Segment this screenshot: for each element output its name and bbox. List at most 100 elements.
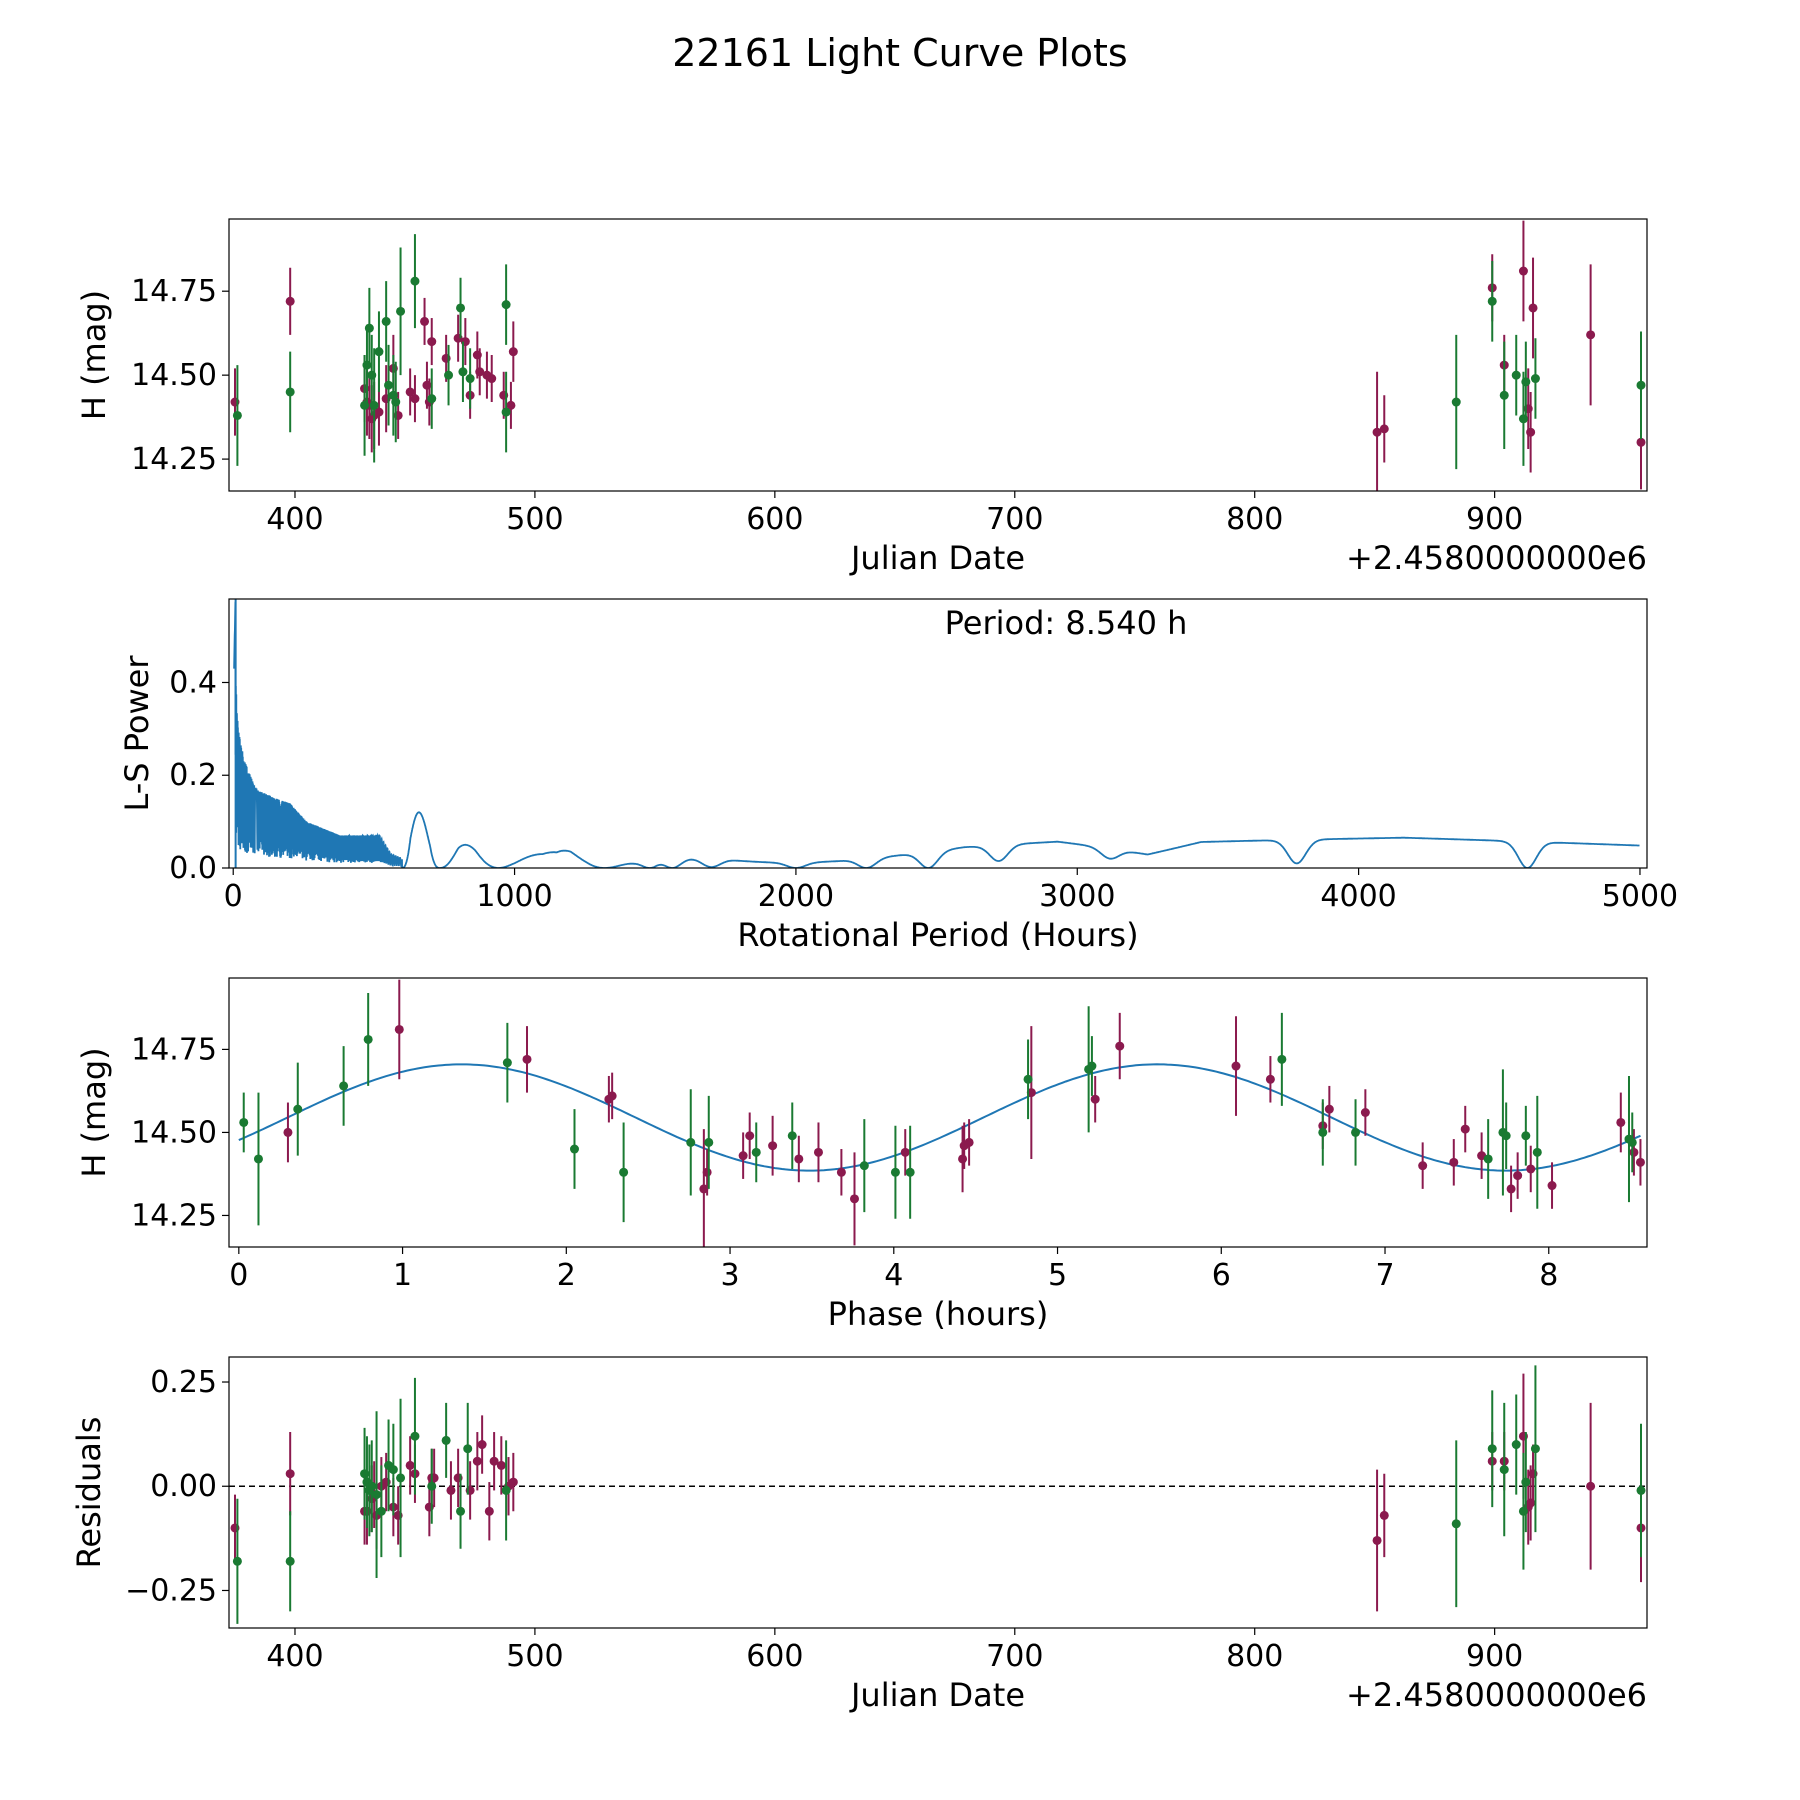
y-axis-label: H (mag) <box>75 1047 113 1177</box>
data-point <box>1518 266 1528 276</box>
y-tick-label: 14.75 <box>131 1032 217 1067</box>
y-tick-label: 14.50 <box>131 358 217 393</box>
data-point <box>1487 1444 1497 1454</box>
data-point <box>890 1167 900 1177</box>
data-point <box>502 1058 512 1068</box>
data-point <box>836 1167 846 1177</box>
data-point <box>410 276 420 286</box>
data-point <box>1372 427 1382 437</box>
x-tick-label: 2 <box>557 1258 576 1293</box>
y-tick-label: −0.25 <box>125 1573 217 1608</box>
x-tick-label: 1000 <box>476 879 552 914</box>
data-point <box>1499 1465 1509 1475</box>
data-point <box>465 374 475 384</box>
data-point <box>1460 1124 1470 1134</box>
x-tick-label: 5 <box>1048 1258 1067 1293</box>
data-point <box>702 1167 712 1177</box>
data-point <box>768 1141 778 1151</box>
data-point <box>446 1485 456 1495</box>
red-series <box>230 1373 1646 1612</box>
data-point <box>1521 1131 1531 1141</box>
x-tick-label: 700 <box>986 1639 1043 1674</box>
data-point <box>1090 1094 1100 1104</box>
data-point <box>427 337 437 347</box>
data-point <box>427 394 437 404</box>
data-point <box>1023 1074 1033 1084</box>
x-tick-label: 600 <box>746 502 803 537</box>
axes-frame <box>228 977 1648 1248</box>
data-point <box>1324 1104 1334 1114</box>
data-point <box>384 380 394 390</box>
y-tick-label: 14.50 <box>131 1115 217 1150</box>
x-tick-label: 0 <box>229 1258 248 1293</box>
residuals-panel: 400 500 600 700 800 900 0.25 0.00 −0.25 Julian Da… <box>70 1356 1648 1714</box>
data-point <box>441 1435 451 1445</box>
green-series <box>232 234 1646 470</box>
data-point <box>958 1154 968 1164</box>
data-point <box>1231 1061 1241 1071</box>
data-point <box>396 1473 406 1483</box>
data-point <box>1451 397 1461 407</box>
x-tick-label: 800 <box>1226 502 1283 537</box>
data-point <box>410 394 420 404</box>
data-point <box>1318 1127 1328 1137</box>
data-point <box>1511 370 1521 380</box>
x-tick-label: 400 <box>266 1639 323 1674</box>
data-point <box>508 1477 518 1487</box>
data-point <box>506 400 516 410</box>
data-point <box>849 1194 859 1204</box>
plot-area <box>233 599 1640 868</box>
data-point <box>1530 1444 1540 1454</box>
data-point <box>1627 1137 1637 1147</box>
x-tick-label: 4 <box>884 1258 903 1293</box>
x-tick-label: 1 <box>393 1258 412 1293</box>
x-tick-label: 400 <box>266 502 323 537</box>
data-point <box>364 323 374 333</box>
data-point <box>1636 380 1646 390</box>
axes-frame <box>228 218 1648 492</box>
data-point <box>374 407 384 417</box>
x-tick-label: 500 <box>506 502 563 537</box>
x-offset-text: +2.4580000000e6 <box>1346 1676 1647 1714</box>
data-point <box>1586 1481 1596 1491</box>
data-point <box>1532 1147 1542 1157</box>
data-point <box>405 1460 415 1470</box>
data-point <box>1026 1088 1036 1098</box>
data-point <box>1629 1147 1639 1157</box>
data-point <box>900 1147 910 1157</box>
x-tick-label: 800 <box>1226 1639 1283 1674</box>
y-tick-label: 14.25 <box>131 1198 217 1233</box>
data-point <box>859 1161 869 1171</box>
x-tick-label: 8 <box>1539 1258 1558 1293</box>
x-tick-label: 7 <box>1375 1258 1394 1293</box>
data-point <box>285 387 295 397</box>
data-point <box>484 1506 494 1516</box>
data-point <box>813 1147 823 1157</box>
x-axis-label: Rotational Period (Hours) <box>737 916 1138 954</box>
y-axis-label: H (mag) <box>75 290 113 420</box>
data-point <box>964 1137 974 1147</box>
axes-frame <box>228 598 1648 869</box>
data-point <box>794 1154 804 1164</box>
data-point <box>369 400 379 410</box>
data-point <box>444 370 454 380</box>
phased-lightcurve-panel: 0 1 2 3 4 5 6 7 8 14.25 14.50 14.75 Phase (hours) H (… <box>75 977 1648 1333</box>
data-point <box>1636 1485 1646 1495</box>
data-point <box>699 1184 709 1194</box>
data-point <box>905 1167 915 1177</box>
y-tick-label: 0.25 <box>150 1365 217 1400</box>
x-tick-label: 2000 <box>758 879 834 914</box>
x-tick-label: 700 <box>986 502 1043 537</box>
x-tick-label: 3 <box>721 1258 740 1293</box>
data-point <box>463 1444 473 1454</box>
green-series <box>232 1365 1646 1624</box>
data-point <box>420 316 430 326</box>
plot-area <box>229 1365 1647 1624</box>
power-spectrum-line <box>233 601 1640 868</box>
data-point <box>496 1460 506 1470</box>
data-point <box>1487 296 1497 306</box>
data-point <box>1511 1440 1521 1450</box>
x-axis-label: Julian Date <box>849 1676 1025 1714</box>
data-point <box>394 1024 404 1034</box>
data-point <box>285 296 295 306</box>
